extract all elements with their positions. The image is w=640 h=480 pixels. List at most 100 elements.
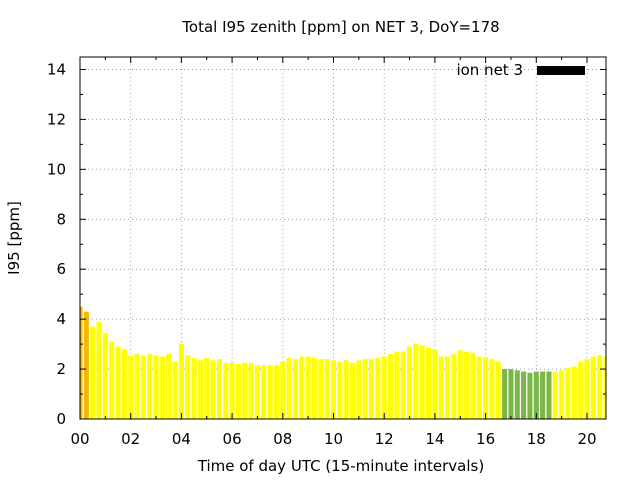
bar xyxy=(273,365,279,419)
bar xyxy=(400,351,406,419)
y-tick-label: 10 xyxy=(47,160,66,178)
bar xyxy=(83,311,89,419)
bar xyxy=(147,354,153,419)
bar xyxy=(387,354,394,419)
bar xyxy=(603,356,606,419)
y-tick-label: 14 xyxy=(47,60,66,78)
bar xyxy=(229,362,235,419)
bar xyxy=(292,359,299,419)
bar xyxy=(381,356,387,419)
x-tick-label: 20 xyxy=(577,430,596,448)
bar xyxy=(413,344,419,419)
bar xyxy=(254,365,260,419)
bar xyxy=(432,349,438,419)
bar xyxy=(330,360,337,419)
bar xyxy=(527,372,533,419)
bar xyxy=(153,355,159,419)
bar xyxy=(508,369,514,419)
x-tick-label: 04 xyxy=(172,430,191,448)
x-tick-label: 18 xyxy=(527,430,546,448)
x-tick-label: 02 xyxy=(121,430,140,448)
bar xyxy=(178,344,184,419)
bar xyxy=(267,365,273,419)
x-tick-label: 00 xyxy=(70,430,89,448)
bar xyxy=(451,354,457,419)
bar xyxy=(305,356,311,419)
bar xyxy=(210,360,216,419)
bar xyxy=(134,354,140,419)
bar xyxy=(216,359,222,419)
bar xyxy=(324,359,330,419)
bar xyxy=(235,364,241,419)
bar xyxy=(571,366,577,419)
x-tick-label: 10 xyxy=(324,430,343,448)
bar xyxy=(584,359,590,419)
bar xyxy=(318,359,324,419)
y-axis-label: I95 [ppm] xyxy=(5,201,23,275)
bar xyxy=(533,371,539,419)
y-tick-label: 0 xyxy=(56,410,66,428)
x-tick-label: 08 xyxy=(273,430,292,448)
x-tick-label: 06 xyxy=(223,430,242,448)
x-tick-label: 12 xyxy=(375,430,394,448)
bar xyxy=(483,357,489,419)
y-tick-label: 8 xyxy=(56,210,66,228)
bar xyxy=(140,355,146,419)
bar xyxy=(286,357,292,419)
bar xyxy=(407,346,413,419)
bar xyxy=(546,371,552,419)
y-tick-label: 12 xyxy=(47,110,66,128)
x-axis-label: Time of day UTC (15-minute intervals) xyxy=(197,457,484,475)
bar xyxy=(394,351,400,419)
bar xyxy=(457,350,463,419)
bar xyxy=(261,365,267,419)
legend: ion net 3 xyxy=(456,61,585,79)
legend-swatch xyxy=(537,66,585,75)
bar xyxy=(470,352,476,419)
bar xyxy=(375,357,381,419)
y-tick-label: 6 xyxy=(56,260,66,278)
plot-frame xyxy=(79,56,607,420)
bar xyxy=(565,367,571,419)
bar xyxy=(223,362,229,419)
bar xyxy=(502,369,508,419)
bar xyxy=(514,370,520,419)
bar xyxy=(426,347,432,419)
bar xyxy=(248,362,254,419)
grid xyxy=(80,57,606,419)
bar xyxy=(280,361,286,419)
bar xyxy=(495,361,501,419)
bar xyxy=(590,356,596,419)
bar xyxy=(337,361,343,419)
bar xyxy=(159,356,165,419)
bar xyxy=(559,370,565,419)
bar xyxy=(489,359,495,419)
bar xyxy=(419,345,425,419)
bar xyxy=(311,357,318,419)
bar xyxy=(368,359,375,419)
bar xyxy=(102,332,108,419)
bar xyxy=(362,359,368,419)
bar xyxy=(299,356,305,419)
bar xyxy=(115,346,121,419)
bar xyxy=(185,355,191,419)
bar xyxy=(80,306,83,419)
bar xyxy=(578,361,584,419)
bar xyxy=(172,361,178,419)
bar xyxy=(197,360,203,419)
bar xyxy=(464,351,470,419)
bar xyxy=(90,326,96,419)
bar xyxy=(96,321,102,419)
bar xyxy=(128,355,134,419)
bar xyxy=(191,357,197,419)
bar xyxy=(597,355,603,419)
y-tick-label: 4 xyxy=(56,310,66,328)
y-tick-label: 2 xyxy=(56,360,66,378)
bar xyxy=(204,357,210,419)
legend-label: ion net 3 xyxy=(456,61,523,79)
bar xyxy=(445,356,451,419)
bar xyxy=(521,371,527,419)
bar xyxy=(349,362,356,419)
chart-title: Total I95 zenith [ppm] on NET 3, DoY=178 xyxy=(181,18,499,36)
